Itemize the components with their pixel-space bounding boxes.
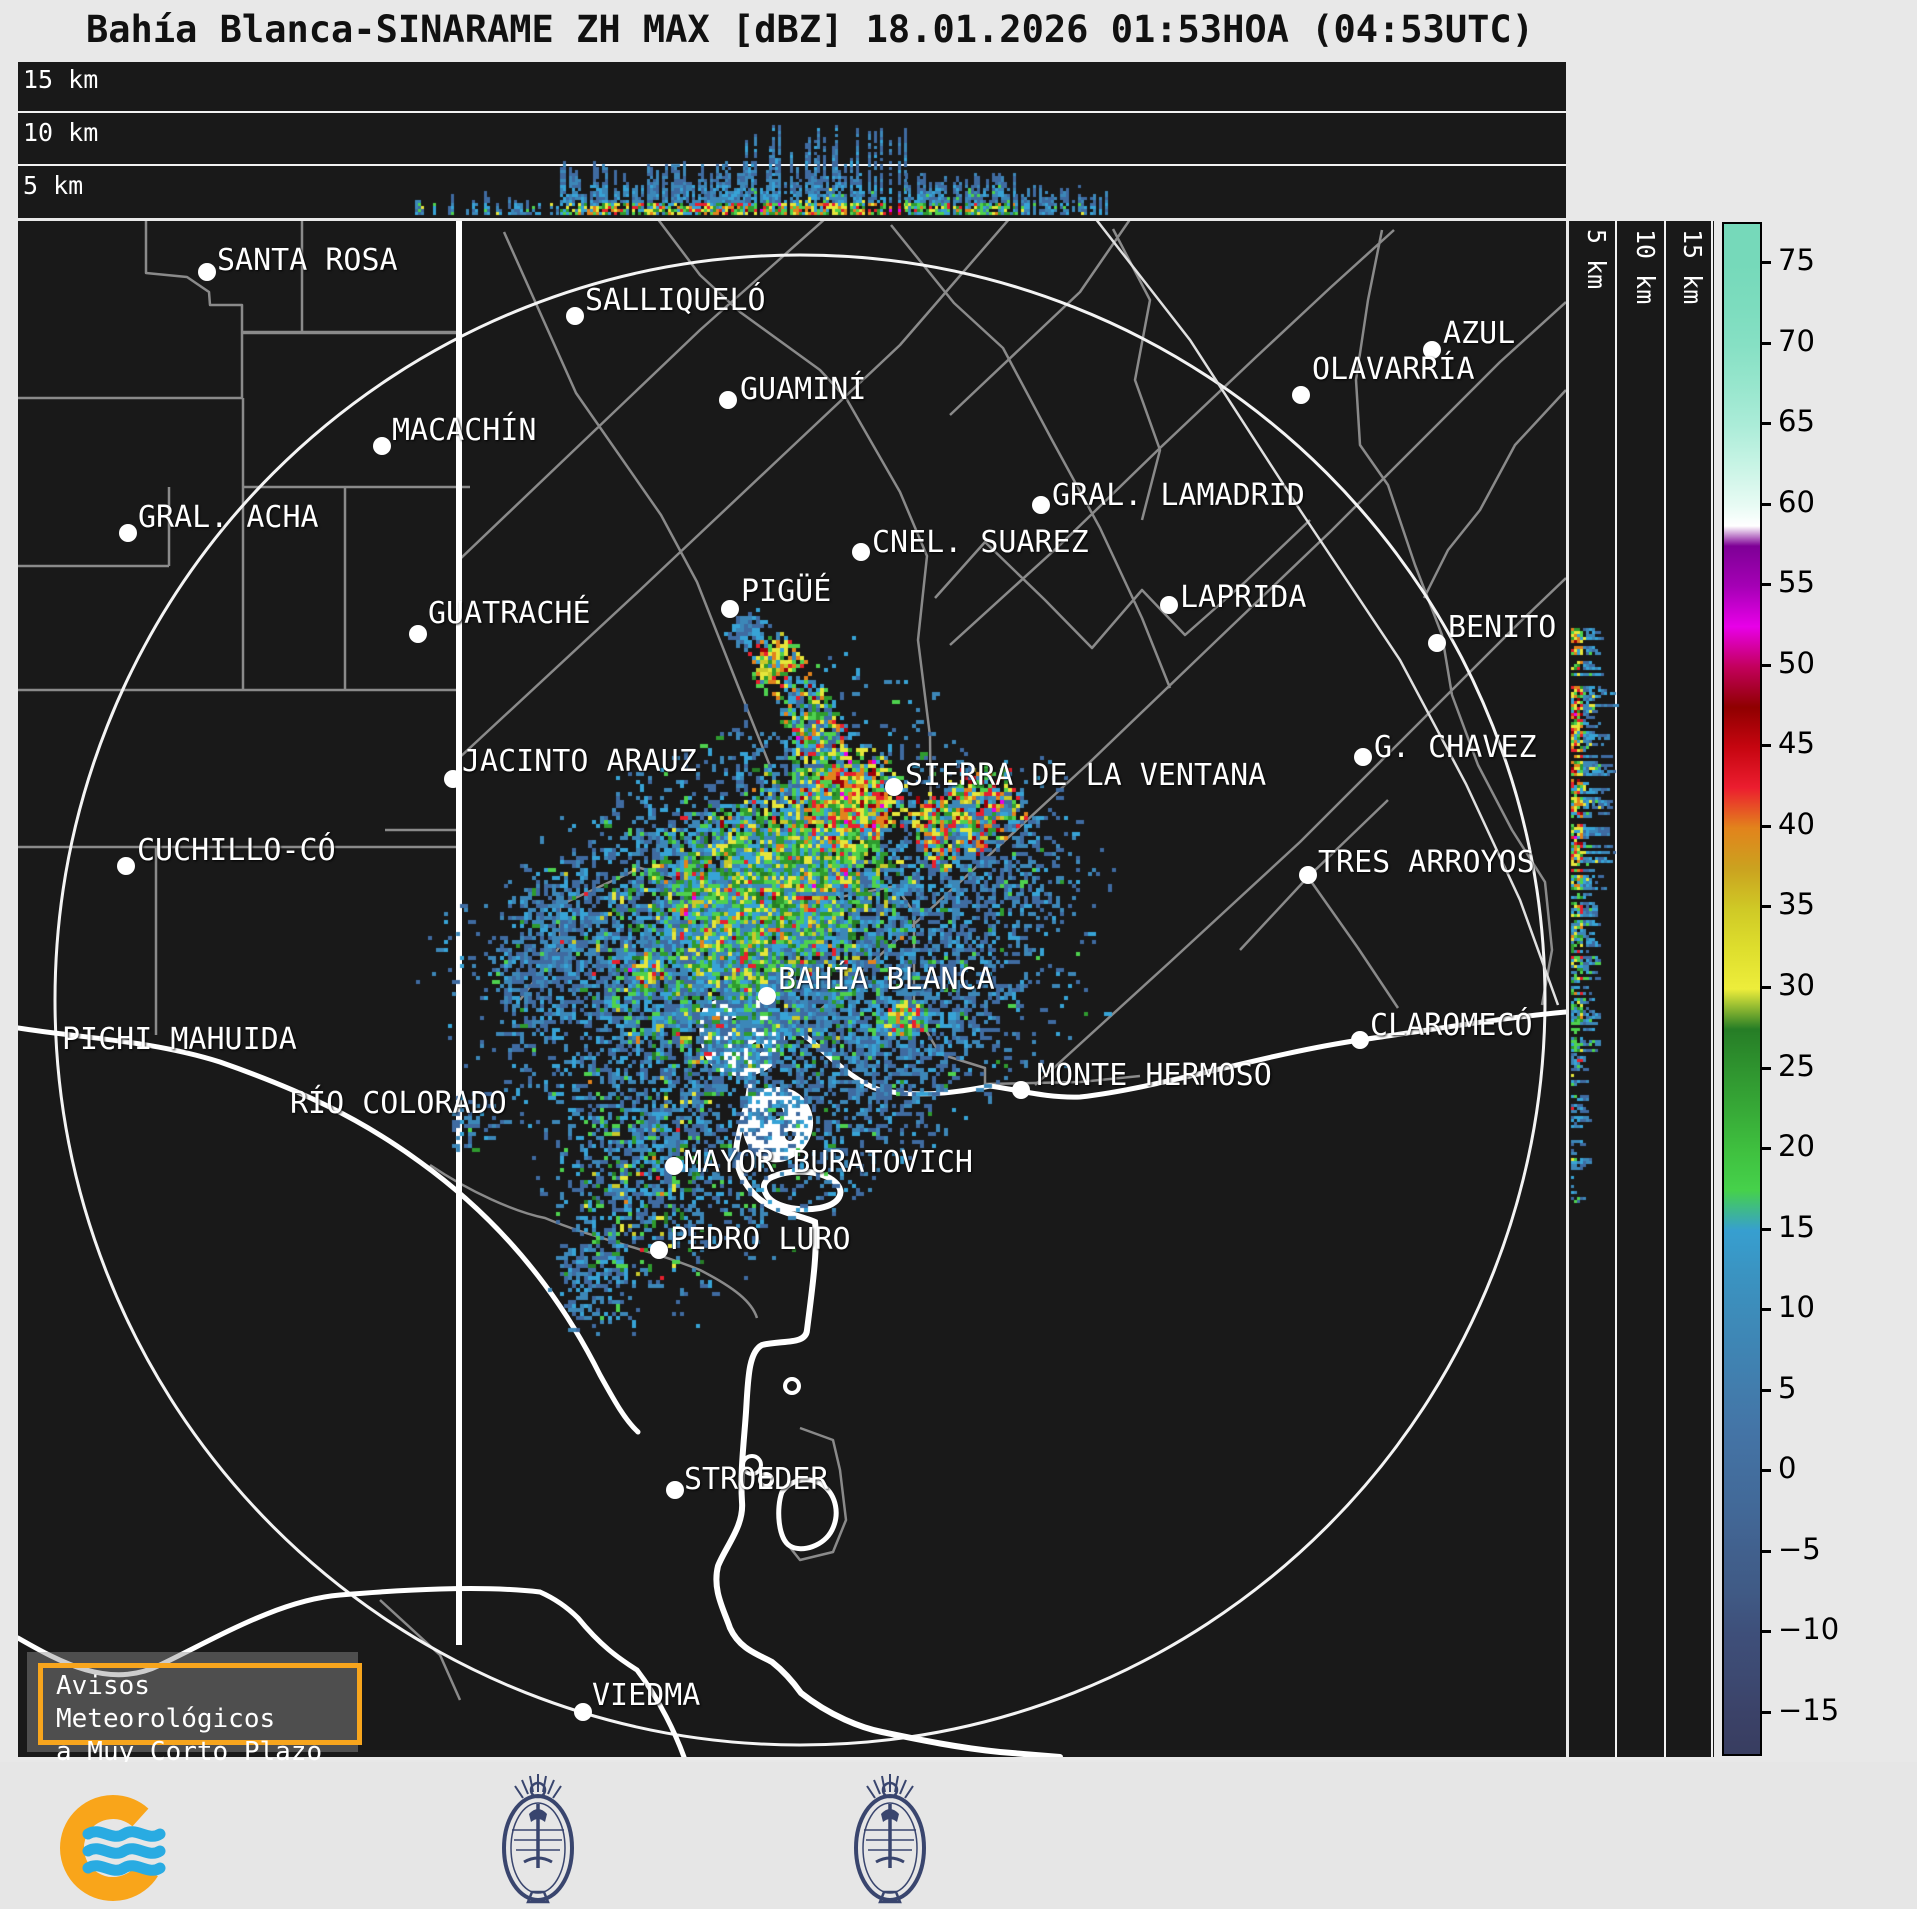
colorbar-tick [1760,663,1771,667]
colorbar-tick-label: 5 [1778,1370,1797,1405]
colorbar-tick-label: 20 [1778,1129,1815,1164]
colorbar-tick-label: 40 [1778,806,1815,841]
colorbar-tick-label: 55 [1778,565,1815,600]
footer: Servicio Meteorológico Nacional Argentin… [0,1762,1917,1909]
colorbar-tick-label: 65 [1778,404,1815,439]
colorbar-tick [1760,341,1771,345]
colorbar-tick [1760,1469,1771,1473]
defensa-coat-of-arms-icon [502,1772,574,1904]
colorbar-tick [1760,1227,1771,1231]
colorbar-tick [1760,422,1771,426]
footer-logos [60,1772,926,1904]
colorbar-tick-label: 25 [1778,1048,1815,1083]
colorbar-tick [1760,1388,1771,1392]
colorbar-tick [1760,1549,1771,1553]
warning-box-backing: Avisos Meteorológicos a Muy Corto Plazo [27,1652,362,1767]
colorbar-tick-label: 45 [1778,726,1815,761]
colorbar-tick [1760,824,1771,828]
colorbar-tick-label: 0 [1778,1451,1797,1486]
warning-box[interactable]: Avisos Meteorológicos a Muy Corto Plazo [38,1663,362,1767]
colorbar-tick-label: 75 [1778,243,1815,278]
colorbar-tick [1760,1066,1771,1070]
colorbar-tick [1760,502,1771,506]
colorbar-tick [1760,261,1771,265]
colorbar-tick-label: −5 [1778,1531,1821,1566]
colorbar-tick [1760,905,1771,909]
reflectivity-colorbar [1722,222,1762,1756]
smn-logo-icon [60,1795,166,1901]
colorbar-tick [1760,1147,1771,1151]
colorbar-tick-label: 30 [1778,968,1815,1002]
colorbar-tick-label: 70 [1778,323,1815,358]
colorbar-tick [1760,986,1771,989]
colorbar-tick-label: −15 [1778,1692,1840,1727]
colorbar-tick-label: 50 [1778,645,1815,680]
colorbar-tick-label: 10 [1778,1290,1815,1325]
economia-coat-of-arms-icon [854,1772,926,1904]
colorbar-tick-label: −10 [1778,1612,1840,1647]
colorbar-tick [1760,583,1771,587]
colorbar-tick [1760,744,1771,748]
colorbar-tick-label: 35 [1778,887,1815,922]
warning-line-1: Avisos Meteorológicos [56,1671,276,1734]
colorbar-tick-label: 60 [1778,484,1815,519]
colorbar-tick [1760,1630,1771,1634]
colorbar-tick-label: 15 [1778,1209,1815,1244]
colorbar-tick [1760,1710,1771,1714]
colorbar-tick [1760,1308,1771,1312]
